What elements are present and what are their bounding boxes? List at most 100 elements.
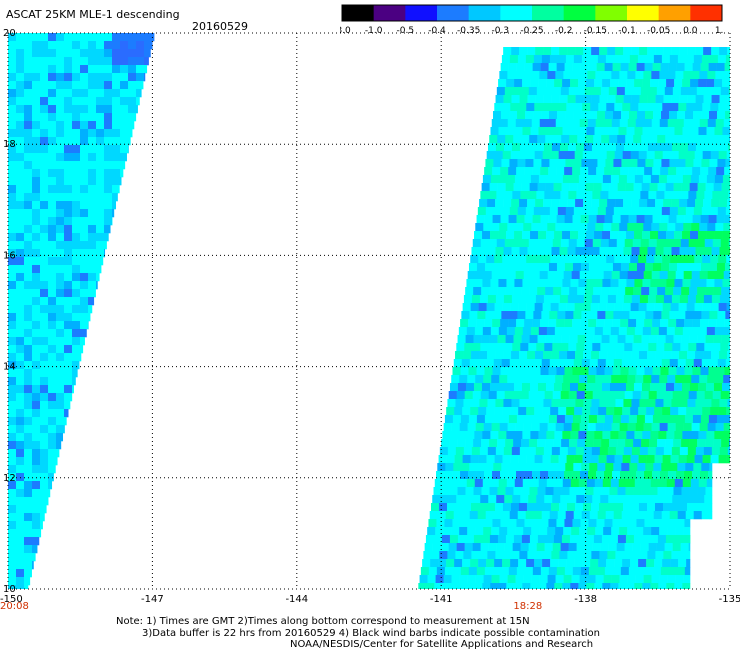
wind-cell	[670, 503, 680, 512]
wind-cell	[701, 111, 710, 120]
wind-cell	[542, 103, 551, 112]
wind-cell	[553, 439, 562, 448]
wind-cell	[442, 479, 452, 488]
wind-cell	[532, 471, 541, 480]
wind-cell	[112, 129, 121, 138]
wind-cell	[538, 431, 547, 440]
wind-cell	[678, 151, 687, 160]
wind-cell	[470, 303, 479, 312]
wind-cell	[32, 105, 41, 114]
wind-cell	[88, 153, 97, 162]
wind-cell	[32, 113, 41, 122]
wind-cell	[722, 79, 730, 88]
wind-cell	[40, 529, 42, 538]
wind-cell	[495, 351, 504, 360]
wind-cell	[24, 521, 33, 530]
wind-cell	[672, 239, 682, 248]
wind-cell	[596, 167, 605, 176]
wind-cell	[640, 391, 650, 400]
wind-cell	[669, 463, 678, 472]
wind-cell	[48, 337, 57, 346]
map-date: 20160529	[192, 20, 248, 33]
wind-cell	[80, 49, 89, 58]
wind-cell	[722, 279, 730, 288]
wind-cell	[32, 441, 41, 450]
wind-cell	[16, 97, 25, 106]
wind-cell	[719, 143, 729, 152]
wind-cell	[526, 407, 535, 416]
wind-cell	[681, 183, 690, 192]
wind-cell	[563, 527, 572, 536]
wind-cell	[625, 335, 634, 344]
wind-cell	[706, 127, 715, 136]
wind-cell	[72, 289, 81, 298]
wind-cell	[513, 487, 522, 496]
wind-cell	[625, 487, 634, 496]
wind-cell	[72, 145, 81, 154]
wind-cell	[685, 463, 694, 472]
wind-cell	[40, 153, 49, 162]
wind-cell	[563, 423, 572, 432]
wind-cell	[531, 527, 540, 536]
wind-cell	[552, 343, 561, 352]
wind-cell	[64, 113, 73, 122]
wind-cell	[433, 535, 443, 544]
wind-cell	[432, 543, 441, 552]
wind-cell	[64, 249, 73, 258]
wind-cell	[8, 81, 17, 90]
wind-cell	[8, 281, 17, 290]
wind-cell	[460, 519, 469, 528]
wind-cell	[608, 191, 617, 200]
wind-cell	[535, 95, 544, 104]
wind-cell	[579, 423, 588, 432]
wind-cell	[96, 273, 100, 282]
wind-cell	[32, 265, 41, 274]
wind-cell	[459, 575, 468, 584]
wind-cell	[693, 55, 703, 64]
wind-cell	[585, 335, 594, 344]
wind-cell	[471, 399, 480, 408]
wind-cell	[486, 455, 495, 464]
wind-cell	[72, 81, 81, 90]
wind-cell	[560, 191, 569, 200]
wind-cell	[144, 65, 148, 74]
wind-cell	[48, 393, 57, 402]
wind-cell	[484, 167, 493, 176]
wind-cell	[687, 399, 696, 408]
wind-cell	[476, 415, 486, 424]
wind-cell	[577, 335, 586, 344]
wind-cell	[650, 479, 660, 488]
wind-cell	[502, 151, 511, 160]
wind-cell	[584, 191, 593, 200]
wind-cell	[722, 431, 730, 440]
wind-cell	[440, 495, 449, 504]
wind-cell	[612, 215, 621, 224]
wind-cell	[475, 575, 484, 584]
wind-cell	[32, 169, 41, 178]
wind-cell	[672, 87, 682, 96]
wind-cell	[605, 207, 615, 216]
wind-cell	[603, 575, 612, 584]
wind-cell	[649, 439, 658, 448]
wind-cell	[96, 193, 105, 202]
wind-cell	[513, 335, 522, 344]
wind-cell	[707, 71, 716, 80]
wind-cell	[535, 295, 545, 304]
wind-cell	[8, 417, 17, 426]
wind-cell	[478, 407, 487, 416]
wind-cell	[471, 295, 481, 304]
wind-cell	[72, 313, 81, 322]
wind-cell	[16, 393, 25, 402]
wind-cell	[684, 567, 691, 576]
wind-cell	[428, 519, 437, 528]
wind-cell	[548, 519, 557, 528]
wind-cell	[16, 329, 25, 338]
wind-cell	[569, 335, 578, 344]
wind-cell	[668, 215, 677, 224]
wind-cell	[625, 135, 634, 144]
wind-cell	[64, 353, 73, 362]
wind-cell	[632, 343, 641, 352]
wind-cell	[574, 103, 583, 112]
wind-cell	[708, 263, 718, 272]
wind-cell	[692, 471, 701, 480]
